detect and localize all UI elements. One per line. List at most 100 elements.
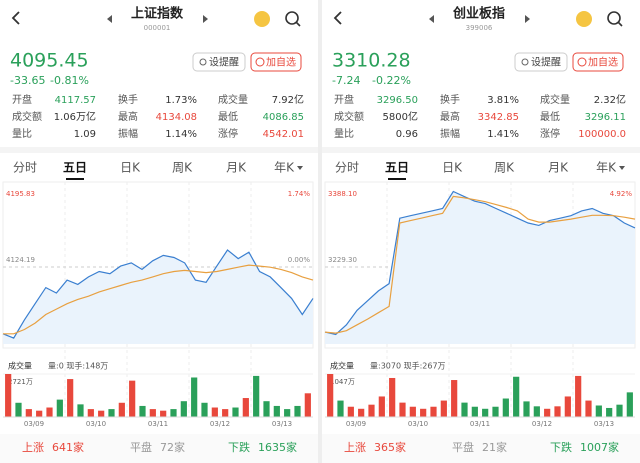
- stat-value: 4542.01: [263, 129, 304, 140]
- volume-bar: [347, 406, 354, 417]
- stat-label: 最低: [218, 110, 238, 123]
- volume-bar: [585, 400, 592, 417]
- stat-label: 成交额: [334, 110, 364, 123]
- stat-value: 1.14%: [165, 129, 197, 140]
- price-line: [2, 249, 314, 339]
- volume-bar: [337, 400, 344, 417]
- tab[interactable]: 年K: [274, 161, 295, 175]
- stat-label: 最低: [540, 110, 560, 123]
- breadth-label: 平盘: [452, 440, 474, 454]
- stat-label: 成交额: [12, 110, 42, 123]
- tab[interactable]: 分时: [13, 161, 37, 175]
- stat-label: 振幅: [440, 127, 460, 140]
- tab[interactable]: 五日: [385, 161, 409, 175]
- stat-label: 振幅: [118, 127, 138, 140]
- volume-bar: [211, 407, 218, 417]
- breadth-label: 上涨: [344, 441, 366, 454]
- volume-bar: [492, 406, 499, 417]
- stat-value: 1.41%: [487, 129, 519, 140]
- breadth-value: 365家: [374, 440, 406, 454]
- volume-bar: [129, 380, 136, 417]
- volume-bar: [482, 408, 489, 417]
- stat-label: 成交量: [540, 93, 570, 106]
- volume-bar: [108, 409, 115, 417]
- volume-bar: [420, 408, 427, 417]
- tab[interactable]: 五日: [63, 161, 87, 175]
- stat-value: 7.92亿: [272, 93, 304, 106]
- watchlist-button[interactable]: [572, 52, 624, 72]
- stat-label: 换手: [118, 93, 138, 106]
- y-tick-label: 4195.83: [6, 190, 35, 198]
- volume-bar: [327, 374, 334, 417]
- stat-value: 1.73%: [165, 95, 197, 106]
- volume-bar: [180, 401, 187, 417]
- prev-arrow[interactable]: [107, 15, 112, 23]
- tab[interactable]: 日K: [442, 161, 463, 175]
- volume-bar: [461, 402, 468, 417]
- divider: [318, 0, 322, 463]
- section-gap: [0, 147, 318, 153]
- index-code: 000001: [144, 24, 171, 32]
- back-button[interactable]: [11, 11, 20, 25]
- change: -7.24: [332, 74, 360, 87]
- search-handle: [617, 21, 623, 27]
- stat-value: 3296.11: [585, 112, 626, 123]
- pct-tick-label: 1.74%: [288, 190, 311, 198]
- mascot-icon[interactable]: [576, 11, 592, 27]
- volume-bar: [253, 375, 260, 417]
- back-button[interactable]: [333, 11, 342, 25]
- stat-label: 涨停: [218, 127, 238, 140]
- mascot-icon[interactable]: [254, 11, 270, 27]
- volume-bar: [378, 396, 385, 417]
- price-line: [324, 190, 636, 336]
- breadth-label: 平盘: [130, 440, 152, 454]
- volume-bar: [513, 376, 520, 417]
- date-label: 03/12: [532, 420, 552, 428]
- breadth-value: 641家: [52, 440, 84, 454]
- dropdown-arrow[interactable]: [297, 166, 303, 170]
- volume-bar: [554, 406, 561, 417]
- stat-value: 1.09: [74, 129, 96, 140]
- prev-arrow[interactable]: [429, 15, 434, 23]
- volume-bar: [87, 409, 94, 417]
- average-line: [3, 264, 314, 335]
- alert-button[interactable]: [192, 52, 246, 72]
- volume-bar: [5, 374, 12, 417]
- tab[interactable]: 周K: [494, 161, 515, 175]
- stat-label: 量比: [12, 128, 32, 140]
- date-label: 03/10: [86, 420, 106, 428]
- index-title: 上证指数: [131, 6, 184, 22]
- tab[interactable]: 日K: [120, 161, 141, 175]
- section-gap: [322, 147, 640, 153]
- next-arrow[interactable]: [525, 15, 530, 23]
- volume-bar: [626, 392, 633, 417]
- alert-button[interactable]: [514, 52, 568, 72]
- pct-tick-label: 0.00%: [288, 256, 311, 264]
- stat-value: 4086.85: [263, 112, 304, 123]
- search-icon[interactable]: [607, 11, 621, 25]
- next-arrow[interactable]: [203, 15, 208, 23]
- watchlist-label: 加自选: [588, 56, 618, 69]
- volume-bar: [294, 405, 301, 417]
- volume-bar: [544, 408, 551, 417]
- tab[interactable]: 年K: [596, 161, 617, 175]
- price-area: [3, 250, 313, 344]
- volume-bar: [201, 402, 208, 417]
- change-pct: -0.22%: [372, 74, 411, 87]
- watchlist-button[interactable]: [250, 52, 302, 72]
- volume-bar: [389, 377, 396, 417]
- volume-bar: [523, 401, 530, 417]
- tab[interactable]: 月K: [226, 161, 247, 175]
- volume-bar: [118, 402, 125, 417]
- dropdown-arrow[interactable]: [619, 166, 625, 170]
- tab[interactable]: 周K: [172, 161, 193, 175]
- tab[interactable]: 月K: [548, 161, 569, 175]
- chart-frame: [2, 181, 314, 349]
- volume-bar: [430, 406, 437, 417]
- tab[interactable]: 分时: [335, 161, 359, 175]
- volume-bar: [56, 399, 63, 417]
- volume-bar: [533, 406, 540, 417]
- volume-bar: [368, 404, 375, 417]
- search-icon[interactable]: [285, 11, 299, 25]
